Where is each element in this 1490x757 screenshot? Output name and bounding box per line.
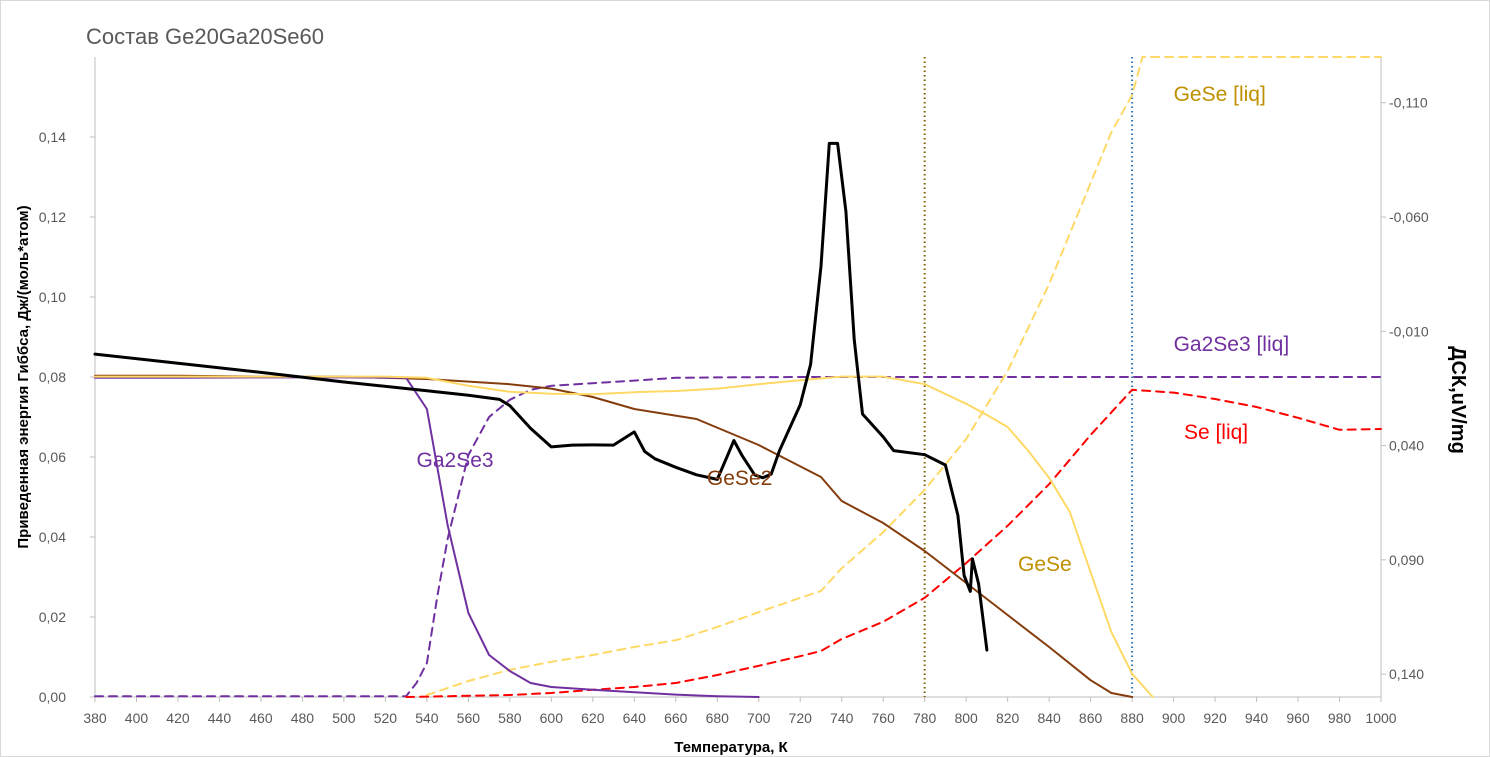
x-tick-label: 980 xyxy=(1328,710,1352,726)
series-labels: Ga2Se3 GeSe2 GeSe GeSe [liq] Ga2Se3 [liq] Se … xyxy=(417,83,1290,576)
y-tick-label: 0,02 xyxy=(39,609,66,625)
x-tick-label: 620 xyxy=(581,710,605,726)
x-tick-label: 460 xyxy=(249,710,273,726)
series-line-ga2se3 xyxy=(94,376,760,698)
x-tick-label: 760 xyxy=(872,710,896,726)
series-label-text: Ga2Se3 xyxy=(417,449,494,472)
x-tick-label: 900 xyxy=(1162,710,1186,726)
y-tick-label: 0,08 xyxy=(39,369,66,385)
series-line-se-liq xyxy=(405,388,1382,698)
y-tick-label: 0,10 xyxy=(39,289,66,305)
x-tick-label: 820 xyxy=(996,710,1020,726)
y-tick-label: 0,14 xyxy=(39,129,66,145)
y2-tick-label: 0,090 xyxy=(1389,552,1424,568)
y2-tick-label: 0,040 xyxy=(1389,438,1424,454)
x-tick-label: 720 xyxy=(789,710,813,726)
series-label-text: GeSe2 xyxy=(707,467,772,490)
y-axis-title: Приведенная энергия Гиббса, Дж/(моль*ато… xyxy=(15,205,32,548)
series-line-ga2se3-liq xyxy=(94,376,1382,698)
axes: 380 400 420 440 460 480 500 520 540 560 580 600 620 6… xyxy=(39,57,1429,726)
x-tick-label: 800 xyxy=(954,710,978,726)
x-tick-label: 880 xyxy=(1120,710,1144,726)
x-tick-label: 560 xyxy=(457,710,481,726)
x-tick-label: 920 xyxy=(1203,710,1227,726)
dsc-curve xyxy=(93,141,989,652)
y-tick-label: 0,00 xyxy=(39,689,66,705)
series-line-gese xyxy=(94,375,1154,698)
x-tick-label: 440 xyxy=(208,710,232,726)
series-label-text: GeSe xyxy=(1018,553,1072,576)
x-tick-label: 480 xyxy=(291,710,315,726)
x-tick-label: 400 xyxy=(125,710,149,726)
x-tick-label: 580 xyxy=(498,710,522,726)
chart-title: Состав Ge20Ga20Se60 xyxy=(86,24,324,49)
x-tick-label: 600 xyxy=(540,710,564,726)
series-line-gese-liq xyxy=(425,56,1382,696)
x-tick-label: 840 xyxy=(1037,710,1061,726)
x-tick-label: 940 xyxy=(1245,710,1269,726)
x-tick-label: 540 xyxy=(415,710,439,726)
x-tick-label: 1000 xyxy=(1365,710,1396,726)
y-tick-label: 0,12 xyxy=(39,209,66,225)
y2-tick-label: -0,060 xyxy=(1389,209,1429,225)
series-label-text: GeSe [liq] xyxy=(1174,83,1266,106)
x-tick-label: 780 xyxy=(913,710,937,726)
y2-tick-label: -0,010 xyxy=(1389,323,1429,339)
x-tick-label: 960 xyxy=(1286,710,1310,726)
x-axis-title: Температура, К xyxy=(674,739,788,756)
y2-axis-title: ДСК,uV/mg xyxy=(1447,346,1469,454)
series-label-text: Ga2Se3 [liq] xyxy=(1174,333,1290,356)
x-tick-label: 420 xyxy=(166,710,190,726)
x-tick-label: 700 xyxy=(747,710,771,726)
x-tick-label: 520 xyxy=(374,710,398,726)
x-tick-label: 500 xyxy=(332,710,356,726)
y-tick-label: 0,06 xyxy=(39,449,66,465)
series-label-text: Se [liq] xyxy=(1184,421,1248,444)
series-line-gese2 xyxy=(94,374,1134,698)
y2-tick-label: 0,140 xyxy=(1389,666,1424,682)
x-tick-label: 660 xyxy=(664,710,688,726)
y-tick-label: 0,04 xyxy=(39,529,66,545)
x-tick-label: 380 xyxy=(83,710,107,726)
x-tick-label: 860 xyxy=(1079,710,1103,726)
x-tick-label: 640 xyxy=(623,710,647,726)
x-tick-label: 740 xyxy=(830,710,854,726)
x-tick-label: 680 xyxy=(706,710,730,726)
series-lines xyxy=(93,56,1382,698)
y2-tick-label: -0,110 xyxy=(1389,95,1428,111)
